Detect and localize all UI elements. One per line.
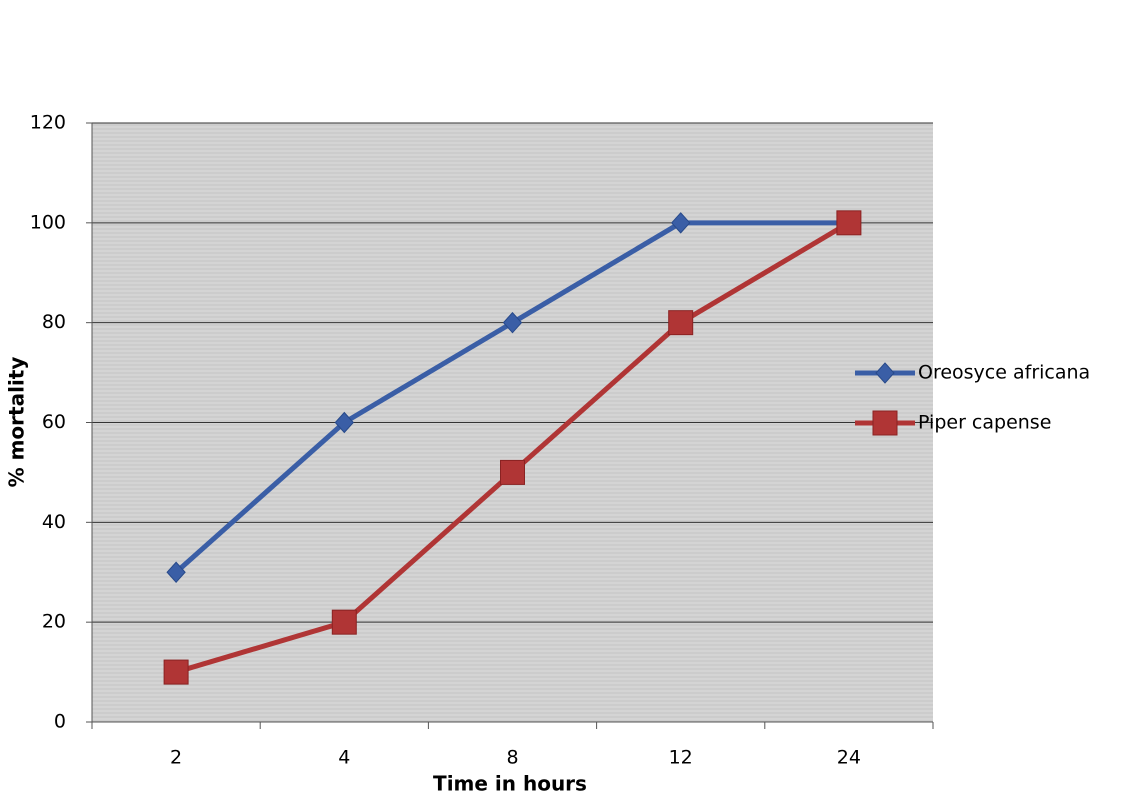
y-axis-label: % mortality (5, 357, 29, 488)
y-tick-label: 120 (30, 112, 66, 134)
legend-label: Piper capense (918, 412, 1051, 434)
x-tick-label: 2 (170, 747, 182, 769)
y-tick-label: 20 (42, 611, 66, 633)
x-tick-label: 4 (338, 747, 350, 769)
data-point (668, 310, 694, 336)
y-tick-label: 80 (42, 311, 66, 333)
legend-label: Oreosyce africana (918, 362, 1090, 384)
data-point (334, 411, 354, 434)
data-point (836, 210, 862, 236)
x-tick-label: 24 (837, 747, 861, 769)
data-point (331, 609, 357, 635)
data-point (163, 659, 189, 685)
data-point (500, 459, 525, 485)
y-tick-label: 0 (54, 711, 66, 733)
y-tick-label: 40 (42, 511, 66, 533)
legend-marker (872, 410, 898, 436)
data-point (502, 311, 523, 334)
x-tick-label: 8 (506, 747, 518, 769)
data-point (166, 561, 186, 583)
data-point (671, 212, 691, 234)
y-tick-label: 100 (30, 211, 66, 233)
y-tick-label: 60 (42, 411, 66, 433)
legend-marker (875, 362, 895, 384)
x-axis-label: Time in hours (433, 772, 587, 796)
x-tick-label: 12 (669, 747, 693, 769)
